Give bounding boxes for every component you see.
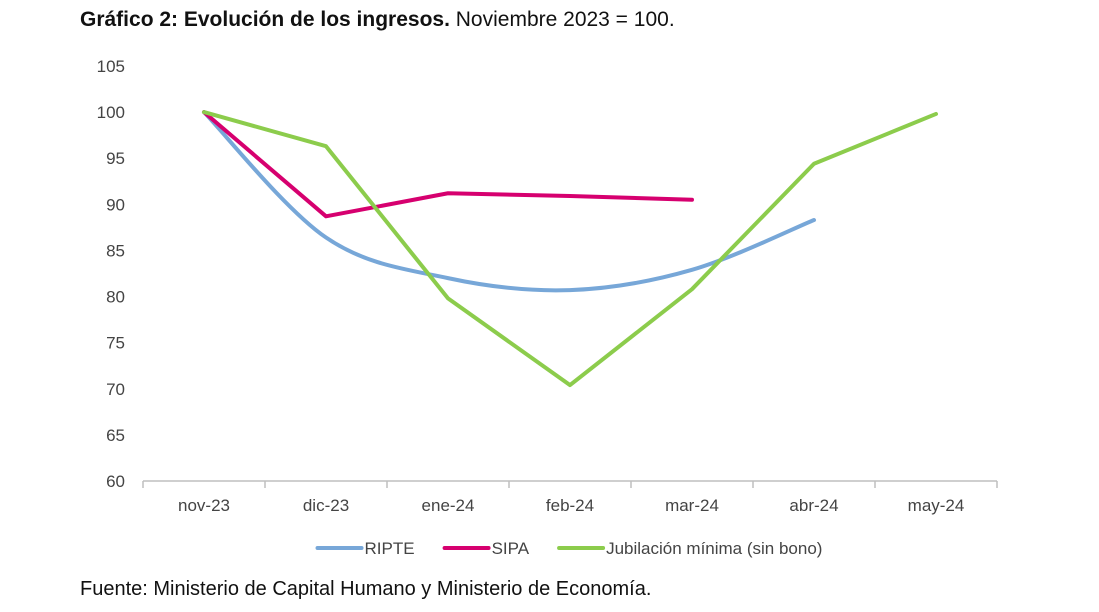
series-lines [202,110,938,388]
chart-title: Gráfico 2: Evolución de los ingresos. No… [80,8,675,32]
x-tick-label: mar-24 [665,496,719,515]
y-tick-label: 85 [106,241,125,260]
series-line-jubilaci-n-m-nima-sin-bono [202,110,938,388]
x-tick-label: may-24 [908,496,965,515]
series-line-sipa [202,110,694,219]
legend: RIPTE SIPA Jubilación mínima (sin bono) [315,539,822,558]
y-tick-label: 100 [97,103,125,122]
y-tick-label: 75 [106,334,125,353]
legend-label: RIPTE [365,539,415,558]
y-tick-label: 60 [106,472,125,491]
series-line-ripte [202,110,816,293]
legend-label: SIPA [492,539,530,558]
x-tick-label: nov-23 [178,496,230,515]
y-tick-label: 95 [106,149,125,168]
y-tick-label: 80 [106,288,125,307]
x-tick-label: ene-24 [422,496,475,515]
x-tick-label: feb-24 [546,496,594,515]
y-tick-label: 70 [106,380,125,399]
x-tick-label: dic-23 [303,496,349,515]
y-tick-label: 105 [97,57,125,76]
x-tick-label: abr-24 [789,496,838,515]
y-tick-label: 65 [106,426,125,445]
y-tick-label: 90 [106,195,125,214]
chart-title-subtitle: Noviembre 2023 = 100. [455,8,675,31]
legend-label: Jubilación mínima (sin bono) [606,539,822,558]
source-note: Fuente: Ministerio de Capital Humano y M… [80,578,652,600]
x-axis: nov-23 dic-23 ene-24 feb-24 mar-24 abr-24 may-… [142,480,998,515]
y-axis-ticks: 60 65 70 75 80 85 90 95 100 105 [97,57,125,491]
chart-title-bold: Gráfico 2: Evolución de los ingresos. [80,8,450,31]
